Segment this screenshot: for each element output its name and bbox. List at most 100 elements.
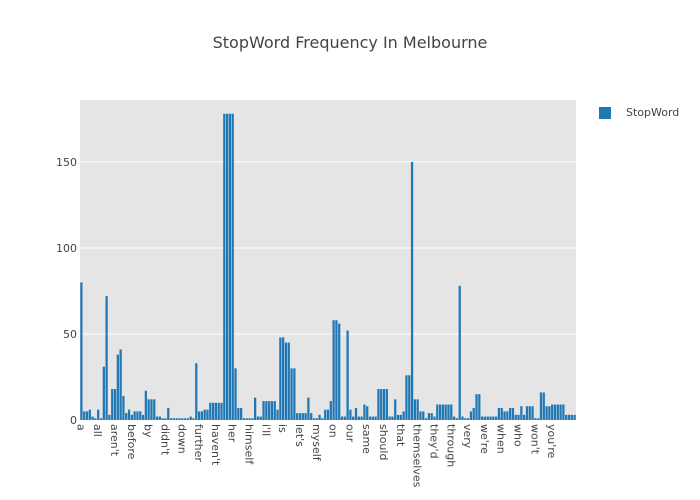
bar[interactable] <box>83 411 86 420</box>
bar[interactable] <box>113 389 117 420</box>
bar[interactable] <box>141 414 145 420</box>
bar[interactable] <box>296 413 299 420</box>
bar[interactable] <box>545 406 548 420</box>
bar[interactable] <box>119 349 122 420</box>
bar[interactable] <box>503 411 506 420</box>
bar[interactable] <box>161 418 164 420</box>
bar[interactable] <box>211 402 215 420</box>
bar[interactable] <box>352 416 355 420</box>
bar[interactable] <box>408 375 411 420</box>
bar[interactable] <box>458 285 461 420</box>
bar[interactable] <box>312 418 316 420</box>
bar[interactable] <box>200 411 204 420</box>
bar[interactable] <box>430 413 433 420</box>
bar[interactable] <box>394 399 397 420</box>
bar[interactable] <box>217 402 220 420</box>
bar[interactable] <box>242 418 246 420</box>
bar[interactable] <box>486 416 489 420</box>
bar[interactable] <box>523 414 526 420</box>
bar[interactable] <box>553 404 557 420</box>
bar[interactable] <box>282 337 285 420</box>
bar[interactable] <box>548 406 551 420</box>
bar[interactable] <box>197 411 201 420</box>
bar[interactable] <box>105 296 108 420</box>
bar[interactable] <box>405 375 408 420</box>
bar[interactable] <box>525 406 529 420</box>
bar[interactable] <box>565 414 568 420</box>
bar[interactable] <box>559 404 562 420</box>
bar[interactable] <box>539 392 543 420</box>
bar[interactable] <box>509 407 512 420</box>
bar[interactable] <box>304 413 307 420</box>
bar[interactable] <box>147 399 150 420</box>
bar[interactable] <box>357 416 360 420</box>
bar[interactable] <box>315 418 318 420</box>
bar[interactable] <box>189 416 192 420</box>
bar[interactable] <box>318 414 321 420</box>
bar[interactable] <box>150 399 153 420</box>
bar[interactable] <box>478 394 481 420</box>
bar[interactable] <box>346 330 349 420</box>
bar[interactable] <box>220 402 223 420</box>
bar[interactable] <box>447 404 450 420</box>
bar[interactable] <box>245 418 248 420</box>
bar[interactable] <box>506 411 509 420</box>
bar[interactable] <box>175 418 178 420</box>
bar[interactable] <box>203 409 206 420</box>
bar[interactable] <box>380 389 383 420</box>
bar[interactable] <box>534 418 537 420</box>
bar[interactable] <box>466 418 470 420</box>
bar[interactable] <box>528 406 531 420</box>
bar[interactable] <box>570 414 573 420</box>
bar[interactable] <box>340 416 344 420</box>
bar[interactable] <box>371 416 374 420</box>
bar[interactable] <box>413 399 416 420</box>
bar[interactable] <box>279 337 282 420</box>
bar[interactable] <box>562 404 565 420</box>
bar[interactable] <box>441 404 445 420</box>
bar[interactable] <box>262 401 265 420</box>
bar[interactable] <box>172 418 175 420</box>
bar[interactable] <box>122 395 125 420</box>
bar[interactable] <box>85 411 89 420</box>
bar[interactable] <box>433 416 436 420</box>
bar[interactable] <box>461 416 464 420</box>
bar[interactable] <box>438 404 442 420</box>
bar[interactable] <box>388 416 391 420</box>
bar[interactable] <box>450 404 453 420</box>
bar[interactable] <box>254 397 257 420</box>
bar[interactable] <box>248 418 251 420</box>
bar[interactable] <box>452 416 456 420</box>
bar[interactable] <box>419 411 422 420</box>
bar[interactable] <box>567 414 571 420</box>
bar[interactable] <box>226 113 229 420</box>
bar[interactable] <box>136 411 139 420</box>
bar[interactable] <box>489 416 492 420</box>
bar[interactable] <box>108 414 111 420</box>
bar[interactable] <box>183 418 187 420</box>
bar[interactable] <box>464 418 467 420</box>
bar[interactable] <box>542 392 545 420</box>
bar[interactable] <box>424 418 428 420</box>
bar[interactable] <box>483 416 487 420</box>
bar[interactable] <box>153 399 156 420</box>
bar[interactable] <box>382 389 386 420</box>
bar[interactable] <box>290 368 293 420</box>
bar[interactable] <box>537 418 540 420</box>
bar[interactable] <box>517 414 520 420</box>
bar[interactable] <box>127 409 131 420</box>
bar[interactable] <box>360 416 363 420</box>
bar[interactable] <box>234 368 237 420</box>
legend[interactable]: StopWord <box>599 106 679 119</box>
bar[interactable] <box>265 401 268 420</box>
bar[interactable] <box>455 418 459 420</box>
bar[interactable] <box>573 414 576 420</box>
bar[interactable] <box>321 418 324 420</box>
bar[interactable] <box>214 402 218 420</box>
bar[interactable] <box>99 418 103 420</box>
bar[interactable] <box>256 416 260 420</box>
bar[interactable] <box>332 320 335 420</box>
bar[interactable] <box>91 416 94 420</box>
bar[interactable] <box>472 407 475 420</box>
bar[interactable] <box>231 113 234 420</box>
